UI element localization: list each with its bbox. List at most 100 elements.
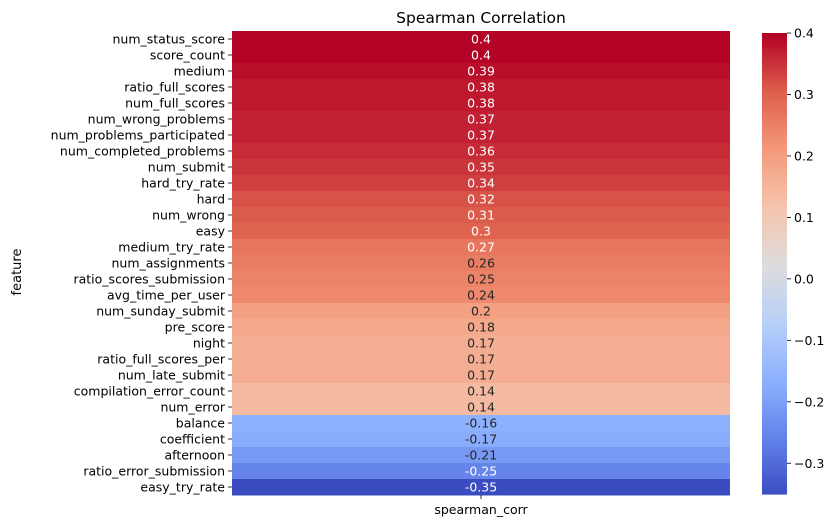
feature-tick-label: score_count: [150, 48, 225, 63]
heatmap-cell: [232, 431, 730, 448]
colorbar-segment: [762, 202, 787, 207]
heatmap-cell: [232, 63, 730, 80]
cell-value-label: 0.4: [471, 48, 491, 63]
feature-tick-label: easy_try_rate: [140, 480, 225, 495]
colorbar-segment: [762, 251, 787, 257]
feature-tick-label: compilation_error_count: [74, 384, 225, 399]
cell-value-label: 0.37: [467, 112, 495, 127]
colorbar-segment: [762, 198, 787, 203]
cell-value-label: -0.35: [465, 480, 497, 495]
cell-value-label: 0.38: [467, 96, 495, 111]
cell-value-label: 0.37: [467, 128, 495, 143]
heatmap-cell: [232, 143, 730, 160]
colorbar-segment: [762, 336, 787, 341]
colorbar-segment: [762, 424, 787, 430]
colorbar-segment: [762, 205, 787, 211]
colorbar-tick-label: −0.2: [794, 394, 824, 409]
colorbar-segment: [762, 86, 787, 92]
colorbar-segment: [762, 486, 787, 491]
cell-value-label: -0.21: [465, 448, 497, 463]
y-axis-label: feature: [10, 249, 25, 296]
colorbar-segment: [762, 186, 787, 192]
cell-value-label: 0.24: [467, 288, 495, 303]
colorbar-segment: [762, 136, 787, 142]
colorbar-segment: [762, 290, 787, 295]
colorbar-segment: [762, 490, 787, 495]
feature-tick-label: num_late_submit: [118, 368, 225, 383]
colorbar-segment: [762, 451, 787, 457]
colorbar-segment: [762, 363, 787, 368]
colorbar-segment: [762, 474, 787, 480]
colorbar-segment: [762, 390, 787, 395]
colorbar-segment: [762, 428, 787, 434]
colorbar-tick-label: 0.2: [794, 148, 814, 163]
colorbar-segment: [762, 401, 787, 407]
colorbar-segment: [762, 340, 787, 345]
colorbar-segment: [762, 286, 787, 291]
colorbar-segment: [762, 382, 787, 388]
colorbar-segment: [762, 117, 787, 122]
colorbar-segment: [762, 367, 787, 372]
colorbar-segment: [762, 298, 787, 303]
feature-tick-label: coefficient: [160, 432, 225, 447]
feature-tick-label: num_wrong: [152, 208, 225, 223]
colorbar-segment: [762, 71, 787, 76]
colorbar-segment: [762, 79, 787, 84]
cell-value-label: 0.18: [467, 320, 495, 335]
feature-tick-label: num_error: [160, 400, 225, 415]
colorbar-segment: [762, 67, 787, 73]
heatmap-cell: [232, 207, 730, 224]
colorbar-tick-label: 0.4: [794, 26, 814, 41]
colorbar-segment: [762, 405, 787, 411]
heatmap-cell: [232, 111, 730, 128]
colorbar-segment: [762, 259, 787, 265]
feature-tick-label: ratio_error_submission: [83, 464, 225, 479]
colorbar-segment: [762, 255, 787, 261]
feature-tick-label: easy: [196, 224, 226, 239]
cell-value-label: -0.25: [465, 464, 497, 479]
colorbar-segment: [762, 40, 787, 46]
colorbar-segment: [762, 378, 787, 384]
cell-value-label: 0.32: [467, 192, 495, 207]
cell-value-label: 0.35: [467, 160, 495, 175]
feature-tick-label: ratio_full_scores: [124, 80, 225, 95]
feature-tick-label: num_assignments: [112, 256, 226, 271]
heatmap-cell: [232, 271, 730, 288]
colorbar-segment: [762, 305, 787, 311]
colorbar-segment: [762, 190, 787, 195]
colorbar-segment: [762, 409, 787, 414]
colorbar-segment: [762, 228, 787, 234]
heatmap-cell: [232, 463, 730, 480]
feature-tick-label: num_sunday_submit: [96, 304, 225, 319]
cell-value-label: 0.27: [467, 240, 495, 255]
column-tick-label: spearman_corr: [434, 502, 528, 517]
colorbar-segment: [762, 213, 787, 218]
heatmap-cell: [232, 191, 730, 208]
feature-tick-label: ratio_full_scores_per: [97, 352, 226, 367]
colorbar-segment: [762, 36, 787, 42]
colorbar-segment: [762, 386, 787, 391]
heatmap-cell: [232, 95, 730, 112]
heatmap-cell: [232, 79, 730, 96]
colorbar-segment: [762, 263, 787, 268]
cell-value-label: 0.2: [471, 304, 491, 319]
colorbar-segment: [762, 324, 787, 330]
colorbar: 0.4 0.3 0.2 0.1 0.0 −0.1 −0.2 −0.3: [762, 26, 824, 495]
colorbar-segment: [762, 33, 787, 38]
colorbar-segment: [762, 348, 787, 353]
colorbar-segment: [762, 313, 787, 318]
colorbar-segment: [762, 444, 787, 449]
column-tick-labels: spearman_corr: [434, 495, 529, 517]
colorbar-segment: [762, 447, 787, 453]
colorbar-tick-label: 0.1: [794, 210, 814, 225]
heatmap-cell: [232, 335, 730, 352]
colorbar-segment: [762, 52, 787, 57]
colorbar-segment: [762, 309, 787, 315]
cell-value-label: 0.17: [467, 336, 495, 351]
colorbar-segment: [762, 463, 787, 468]
colorbar-segment: [762, 194, 787, 199]
cell-value-label: 0.14: [467, 400, 495, 415]
colorbar-segment: [762, 394, 787, 399]
colorbar-segment: [762, 355, 787, 361]
